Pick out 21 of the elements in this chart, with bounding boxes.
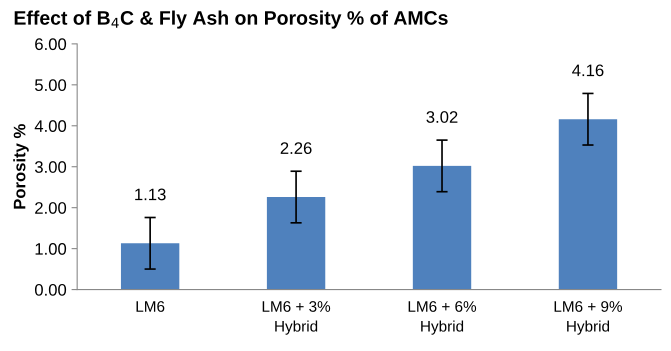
bar [558,119,618,290]
chart-title: Effect of B$_{4}$C & Fly Ash on Porosity % of AMCs [14,10,448,29]
y-tick-label: 3.00 [34,161,66,173]
x-tick-label: LM6 + 9% Hybrid [554,301,622,335]
y-tick-label: 1.00 [36,243,66,255]
data-label: 3.02 [426,111,458,123]
bar [120,243,180,290]
y-axis-title: Porosity % [13,124,29,209]
y-tick-label: 0.00 [34,284,66,296]
data-label: 4.16 [572,64,604,76]
bar [412,166,472,290]
y-tick-label: 2.00 [35,202,66,214]
y-tick-label: 5.00 [34,79,66,92]
x-tick-label: LM6 + 6% Hybrid [408,301,476,335]
x-tick-label: LM6 [136,301,164,312]
data-label: 2.26 [280,142,312,154]
bar [266,197,326,290]
y-tick-label: 6.00 [35,38,66,50]
y-tick-label: 4.00 [34,120,66,132]
data-label: 1.13 [135,188,166,200]
x-tick-label: LM6 + 3% Hybrid [262,301,330,335]
